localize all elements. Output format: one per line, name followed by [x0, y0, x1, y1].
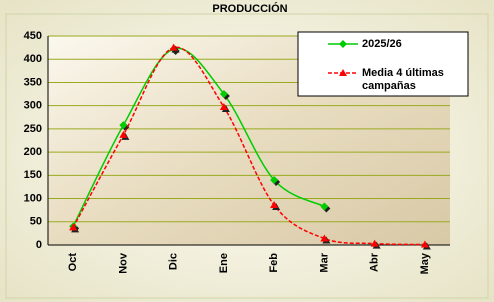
y-tick-label: 350 [24, 76, 42, 88]
chart: PRODUCCIÓN 0 50 100 150 200 250 300 350 400 450 Oc… [0, 0, 494, 302]
y-tick-label: 250 [24, 123, 42, 135]
x-tick-label: Abr [369, 252, 381, 272]
y-tick-label: 450 [24, 30, 42, 42]
legend-label: 2025/26 [362, 38, 402, 50]
y-tick-label: 200 [24, 146, 42, 158]
y-tick-label: 100 [24, 192, 42, 204]
x-tick-label: Dic [168, 253, 180, 270]
x-tick-label: Oct [67, 253, 79, 272]
chart-title: PRODUCCIÓN [212, 2, 287, 15]
x-tick-label: Feb [268, 253, 280, 273]
x-tick-label: Ene [218, 253, 230, 273]
x-tick-label: Nov [117, 252, 129, 274]
y-tick-label: 150 [24, 169, 42, 181]
y-tick-label: 50 [30, 216, 42, 228]
y-tick-label: 300 [24, 100, 42, 112]
y-tick-label: 400 [24, 53, 42, 65]
x-tick-label: May [419, 252, 431, 274]
y-tick-label: 0 [36, 239, 42, 251]
x-tick-label: Mar [318, 252, 330, 272]
